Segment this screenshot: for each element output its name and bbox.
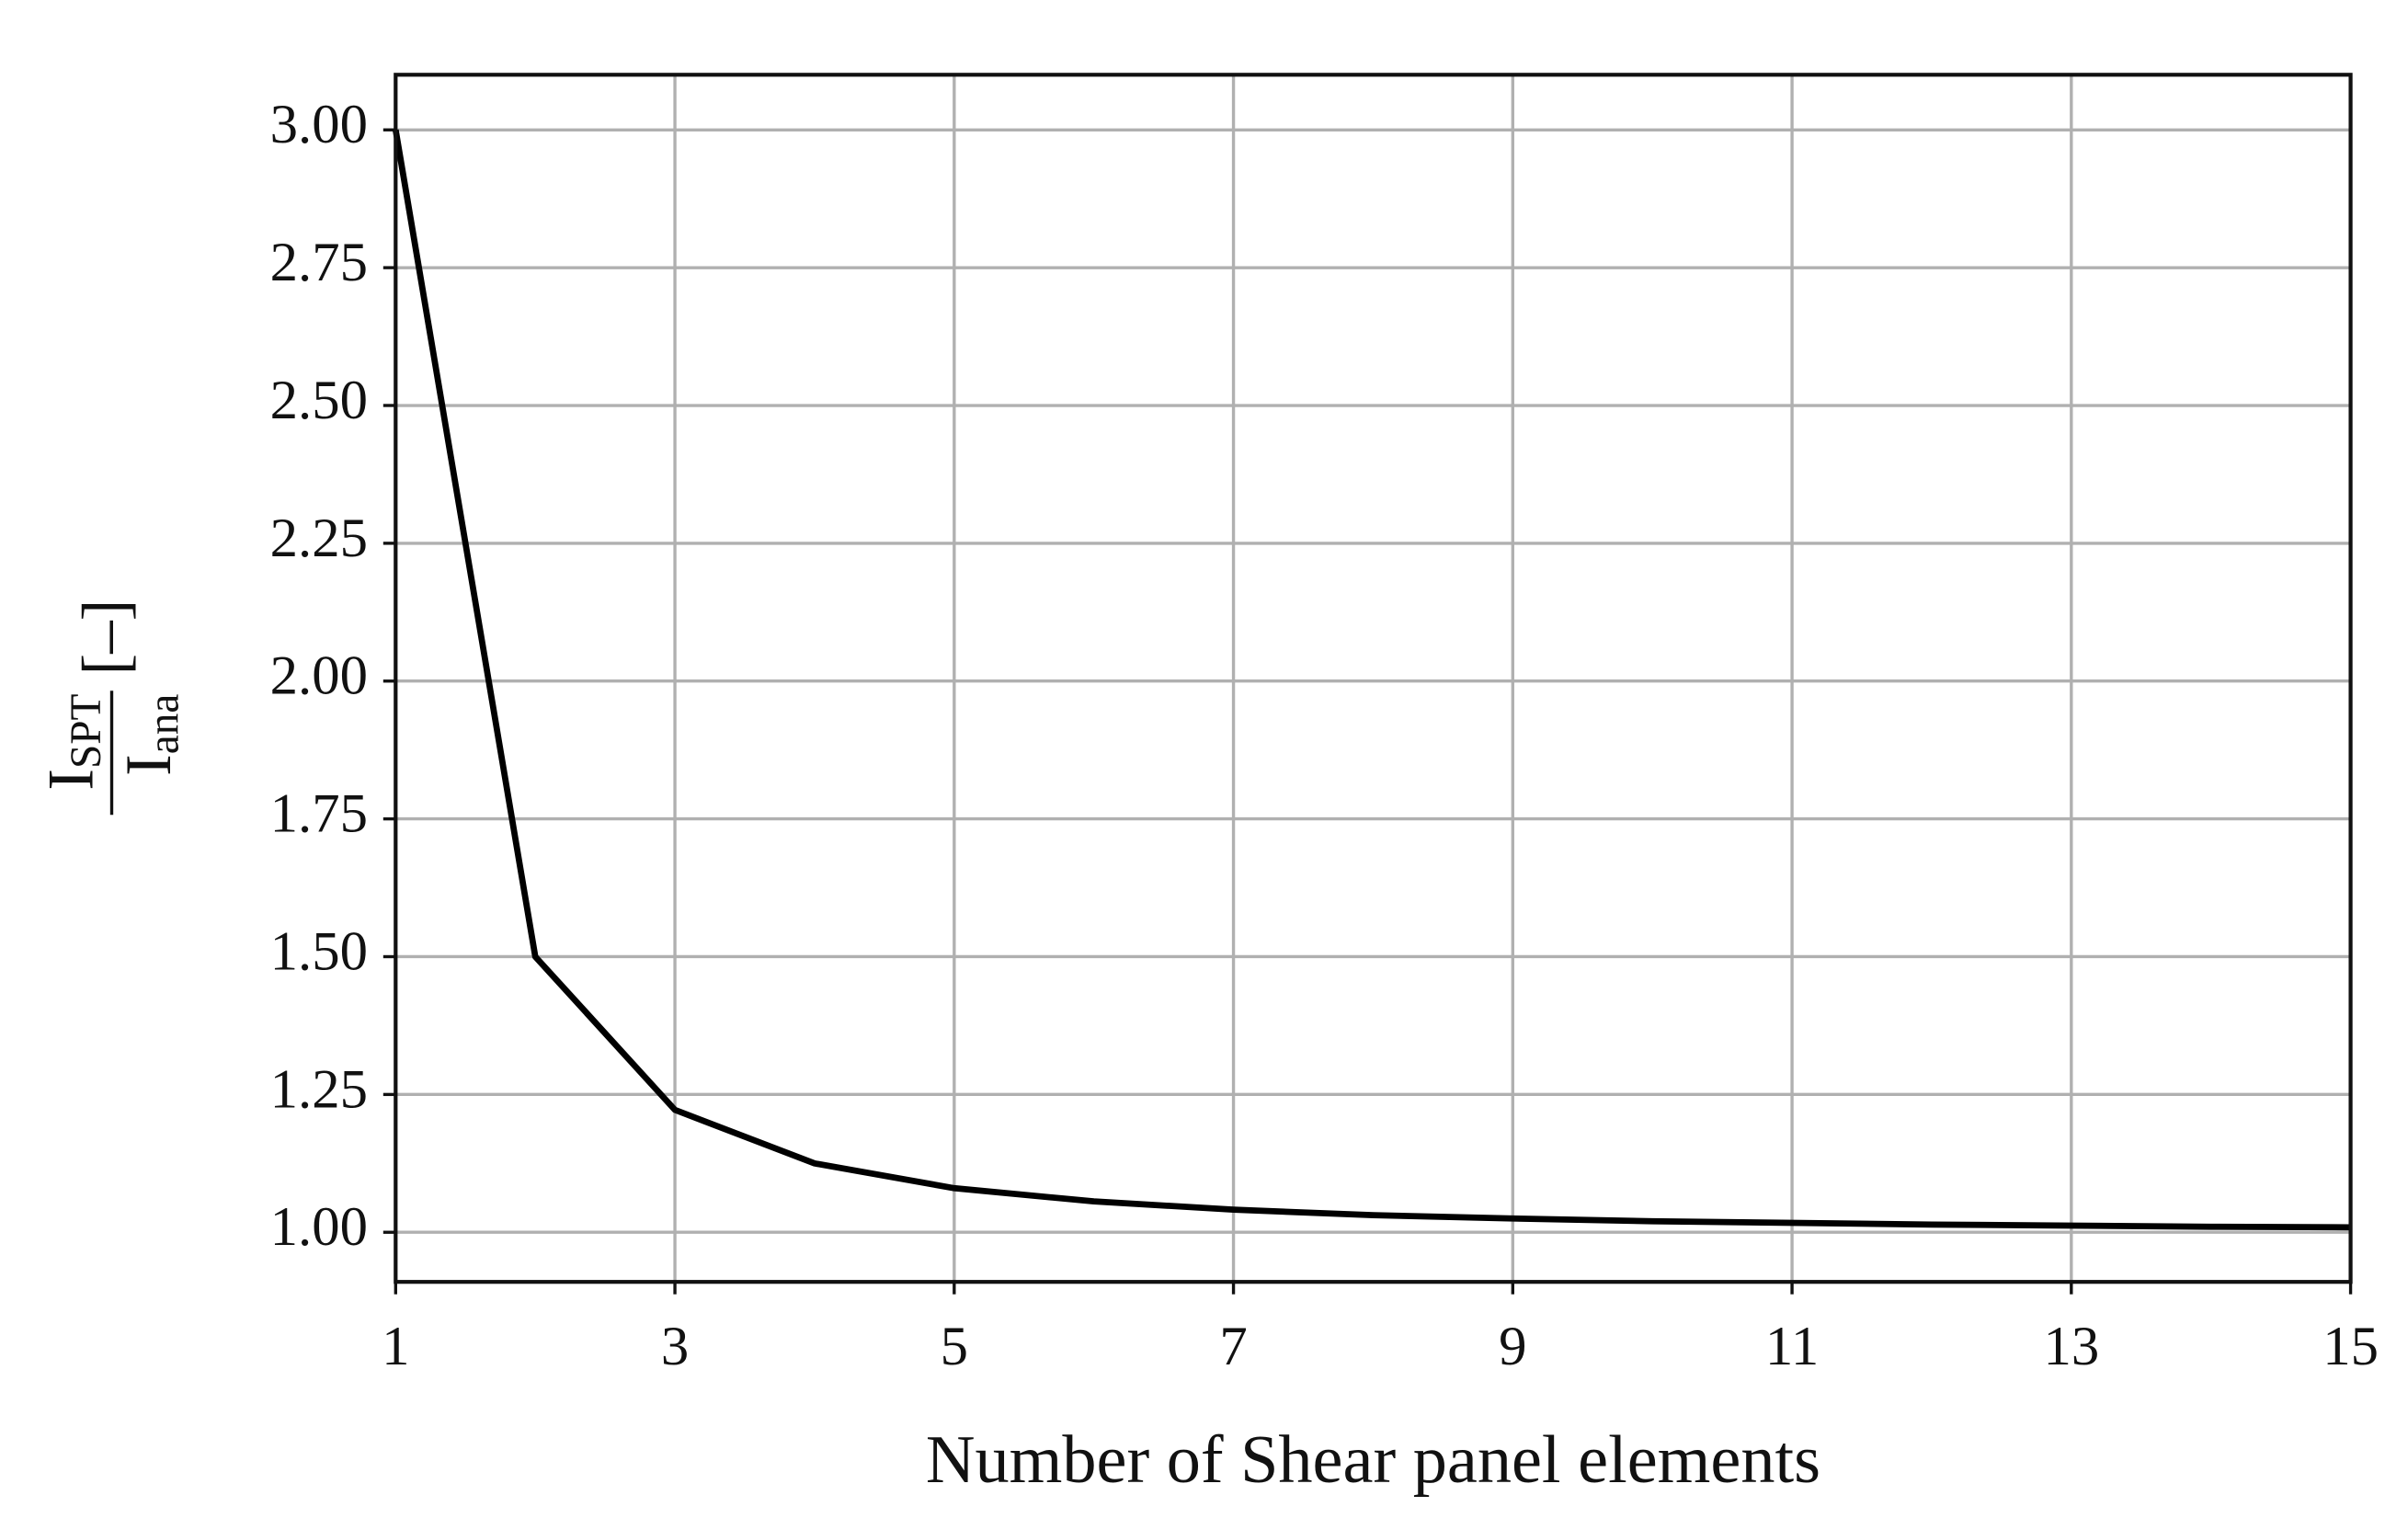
x-tick-label: 3	[661, 1316, 689, 1377]
y-label-unit: [–]	[70, 599, 142, 676]
x-tick-label: 1	[382, 1316, 409, 1377]
y-tick-label: 2.75	[270, 232, 368, 293]
y-label-den-main: I	[113, 754, 185, 776]
x-axis-label: Number of Shear panel elements	[926, 1422, 1820, 1498]
plot-frame	[394, 73, 2353, 1284]
y-tick-label: 1.75	[270, 783, 368, 845]
x-tick-label: 15	[2322, 1316, 2379, 1377]
y-label-den-sub: ana	[140, 694, 188, 755]
y-label-num-main: I	[36, 769, 108, 791]
x-tick-label: 11	[1765, 1316, 1820, 1377]
y-label-num-sub: SPT	[63, 693, 110, 769]
x-tick-label: 7	[1219, 1316, 1247, 1377]
y-tick-label: 1.25	[270, 1058, 368, 1120]
y-tick-label: 1.50	[270, 920, 368, 982]
y-axis-label: ISPT Iana [–]	[36, 599, 188, 816]
x-tick-label: 9	[1499, 1316, 1526, 1377]
y-label-numerator: ISPT	[36, 693, 110, 790]
line-series	[392, 129, 2351, 1231]
y-tick-label: 2.25	[270, 508, 368, 569]
y-tick-label: 2.00	[270, 645, 368, 707]
x-tick-label: 5	[941, 1316, 968, 1377]
x-tick-label: 13	[2043, 1316, 2099, 1377]
y-label-denominator: Iana	[113, 694, 188, 776]
y-tick-label: 2.50	[270, 370, 368, 431]
y-tick-label: 3.00	[270, 94, 368, 155]
y-tick-label: 1.00	[270, 1196, 368, 1258]
